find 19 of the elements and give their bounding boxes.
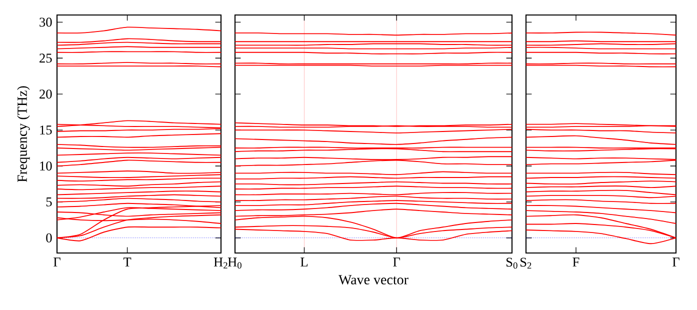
x-axis-title: Wave vector <box>338 275 408 284</box>
y-tick-label: 5 <box>46 197 52 206</box>
x-tick-label: L <box>300 258 308 266</box>
x-tick-label: S$_{0}$ <box>506 258 518 269</box>
x-tick-label: H$_{2}$ <box>214 258 228 268</box>
x-tick-label: Γ <box>672 258 680 266</box>
y-tick-label: 30 <box>40 18 52 27</box>
x-tick-label: T <box>123 258 132 266</box>
x-tick-label: H$_{0}$ <box>228 258 242 269</box>
x-tick-label: Γ <box>393 258 400 266</box>
x-tick-label: F <box>572 258 580 266</box>
y-tick-label: 20 <box>40 90 52 99</box>
x-tick-label: Γ <box>54 258 60 266</box>
x-tick-label: S$_{2}$ <box>520 258 532 269</box>
y-tick-label: 10 <box>40 161 52 170</box>
y-tick-label: 15 <box>40 126 52 134</box>
y-tick-label: 25 <box>40 54 52 63</box>
y-tick-label: 0 <box>46 233 52 242</box>
y-axis-title: Frequency (THz) <box>17 86 30 182</box>
